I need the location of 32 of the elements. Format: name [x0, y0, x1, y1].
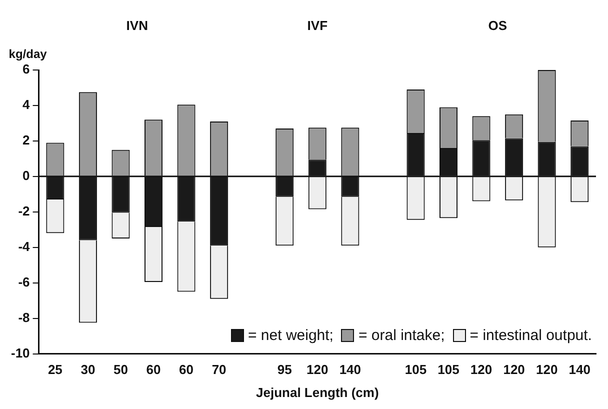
x-tick-label: 60	[179, 362, 194, 378]
y-tick-label: -4	[18, 238, 31, 254]
legend-label: = net weight;	[248, 326, 334, 344]
x-tick-label: 140	[339, 362, 362, 378]
x-tick-label: 120	[470, 362, 492, 378]
y-tick-label: -10	[10, 345, 30, 360]
x-tick-label: 120	[536, 362, 558, 378]
x-tick-label: 25	[48, 362, 62, 378]
x-tick-label: 60	[146, 362, 161, 378]
x-tick-label: 50	[113, 362, 128, 378]
y-tick-label: -2	[18, 203, 30, 218]
x-tick-label: 30	[80, 362, 96, 378]
x-tick-label: 105	[404, 362, 427, 378]
y-tick-label: 4	[22, 97, 31, 112]
y-tick-label: 2	[22, 132, 30, 148]
legend-label: = oral intake;	[358, 326, 445, 344]
text: IVF	[307, 18, 328, 33]
x-tick-label: 140	[568, 362, 590, 378]
y-tick-label: 6	[22, 62, 30, 77]
x-axis-title: Jejunal Length (cm)	[256, 384, 379, 400]
x-tick-label: 120	[503, 362, 525, 378]
legend-label: = intestinal output.	[470, 326, 592, 344]
x-tick-label: 105	[438, 362, 460, 378]
x-tick-label: 95	[277, 362, 292, 378]
y-tick-label: -8	[18, 310, 30, 325]
x-tick-label: 120	[306, 362, 328, 378]
y-axis-title: kg/day	[8, 47, 48, 61]
text: OS	[488, 18, 508, 33]
y-tick-label: 0	[22, 168, 30, 184]
y-tick-label: -6	[18, 274, 30, 290]
x-tick-label: 70	[212, 362, 226, 378]
text: IVN	[126, 18, 148, 33]
